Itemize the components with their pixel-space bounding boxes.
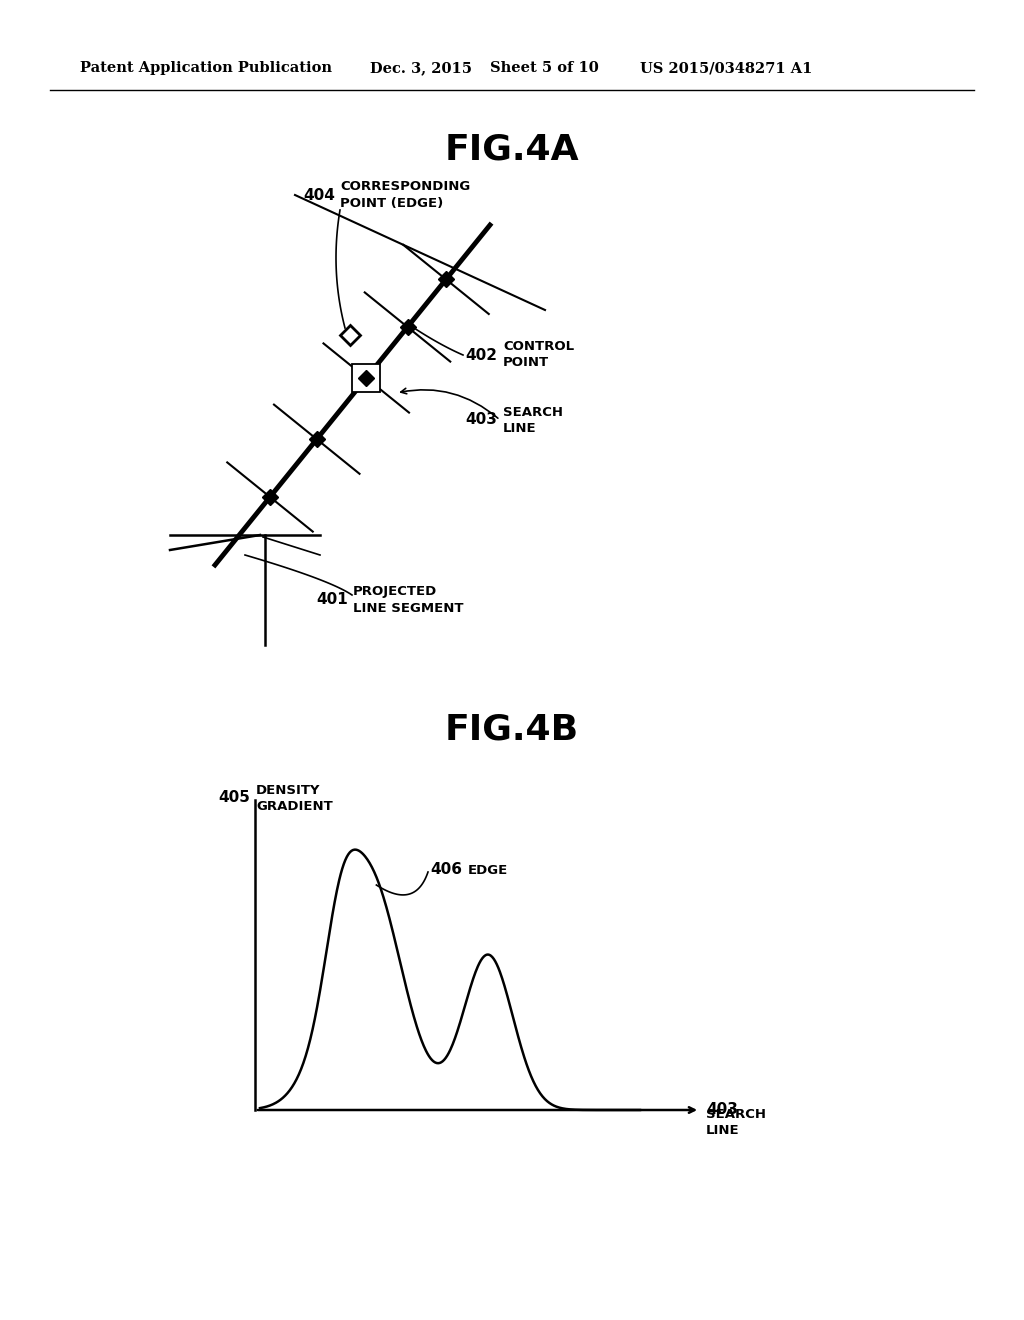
Text: DENSITY
GRADIENT: DENSITY GRADIENT — [256, 784, 333, 813]
Text: 402: 402 — [465, 347, 497, 363]
Text: Dec. 3, 2015: Dec. 3, 2015 — [370, 61, 472, 75]
Text: 404: 404 — [303, 187, 335, 202]
Text: FIG.4B: FIG.4B — [445, 713, 579, 747]
Text: 403: 403 — [465, 412, 497, 428]
Text: Sheet 5 of 10: Sheet 5 of 10 — [490, 61, 599, 75]
Text: PROJECTED
LINE SEGMENT: PROJECTED LINE SEGMENT — [353, 586, 464, 615]
Text: SEARCH
LINE: SEARCH LINE — [503, 405, 563, 434]
Text: 405: 405 — [218, 791, 250, 805]
Text: SEARCH
LINE: SEARCH LINE — [706, 1107, 766, 1137]
Text: 403: 403 — [706, 1102, 738, 1118]
Text: CONTROL
POINT: CONTROL POINT — [503, 341, 574, 370]
Text: FIG.4A: FIG.4A — [444, 133, 580, 168]
Bar — [352, 364, 380, 392]
Text: EDGE: EDGE — [468, 863, 508, 876]
Text: CORRESPONDING
POINT (EDGE): CORRESPONDING POINT (EDGE) — [340, 181, 470, 210]
Text: Patent Application Publication: Patent Application Publication — [80, 61, 332, 75]
Text: 406: 406 — [430, 862, 462, 878]
Text: US 2015/0348271 A1: US 2015/0348271 A1 — [640, 61, 812, 75]
Text: 401: 401 — [316, 593, 348, 607]
